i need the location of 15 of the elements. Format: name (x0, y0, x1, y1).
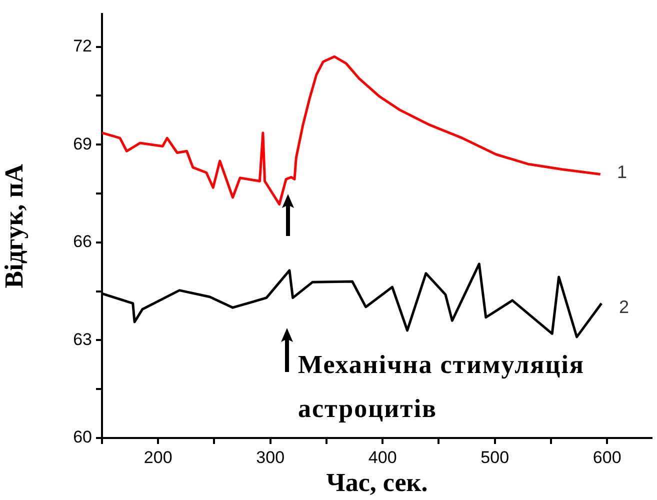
y-tick-label: 66 (73, 232, 92, 252)
annotation: Механічна стимуляція астроцитів (298, 349, 586, 425)
y-axis-title: Відгук, пА (0, 164, 28, 288)
y-tick-label: 72 (73, 36, 92, 56)
x-tick-label: 200 (144, 448, 172, 467)
x-tick-label: 600 (592, 448, 622, 467)
y-tick-label: 63 (73, 330, 92, 349)
annotation: 1 (617, 162, 628, 183)
x-tick-label: 300 (256, 448, 285, 467)
x-tick-label: 400 (368, 448, 397, 467)
x-tick-label: 500 (480, 448, 510, 467)
y-tick-label: 60 (73, 428, 92, 447)
annotation: 2 (619, 297, 630, 318)
x-axis-title: Час, сек. (326, 468, 428, 498)
y-tick-label: 69 (73, 134, 92, 154)
